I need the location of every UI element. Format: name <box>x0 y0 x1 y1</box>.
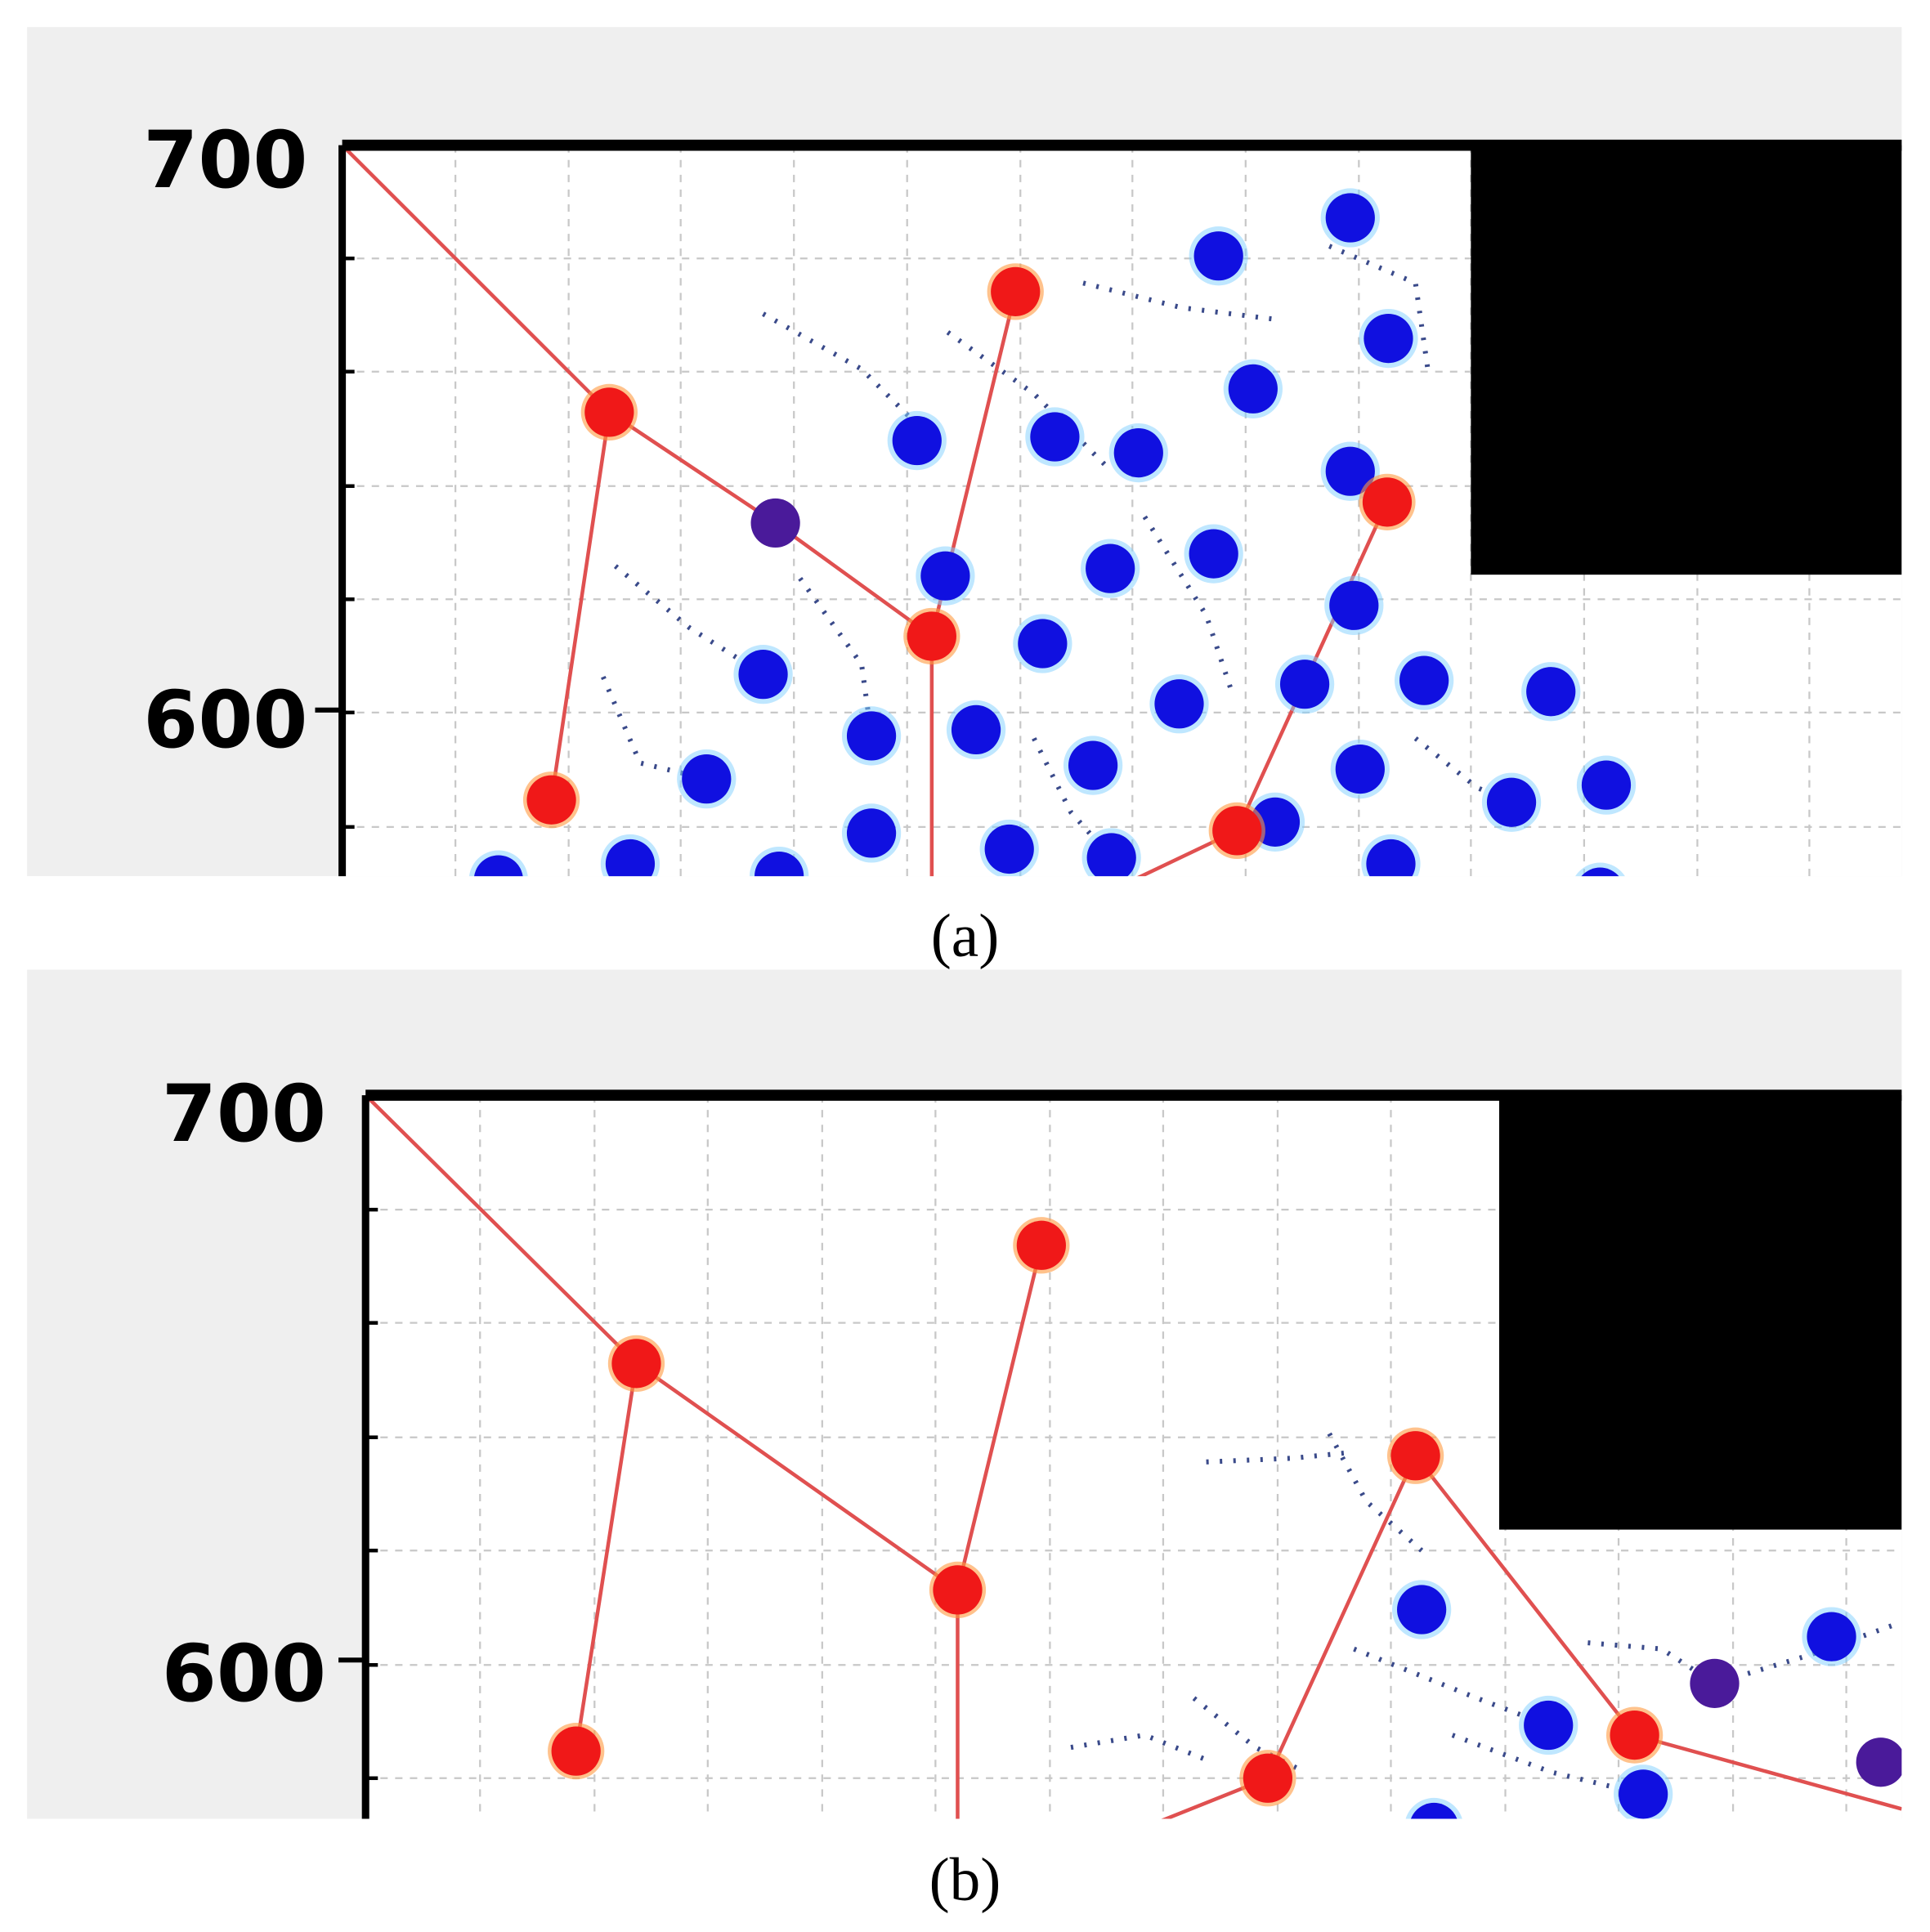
panel-caption: (a) <box>931 902 1000 970</box>
red-node <box>1610 1710 1659 1760</box>
red-node <box>584 387 634 437</box>
blue-node <box>755 851 804 877</box>
blue-node <box>846 711 897 761</box>
blue-node <box>1154 679 1204 729</box>
blue-node <box>1366 839 1416 877</box>
blue-node <box>846 808 897 858</box>
purple-node <box>750 498 800 548</box>
blue-node <box>1581 867 1619 877</box>
y-tick-label: 700 <box>162 1068 326 1160</box>
red-node <box>551 1726 601 1776</box>
red-node <box>991 266 1041 316</box>
purple-node <box>1856 1737 1902 1787</box>
blue-node <box>1581 760 1632 810</box>
blue-node <box>1325 446 1375 496</box>
red-node <box>1212 806 1262 856</box>
obstacle <box>1471 145 1902 575</box>
y-tick-label: 700 <box>143 114 307 206</box>
trajectory <box>613 564 765 677</box>
blue-node <box>1279 660 1330 709</box>
blue-node <box>1329 580 1379 630</box>
link-line <box>364 1093 1044 1594</box>
red-node <box>907 611 956 661</box>
blue-node <box>1807 1612 1856 1661</box>
obstacle <box>1498 1095 1902 1530</box>
blue-node <box>1397 1585 1447 1635</box>
red-node <box>1016 1220 1066 1270</box>
blue-node <box>1189 529 1238 579</box>
blue-node <box>1526 667 1576 717</box>
red-node <box>933 1565 983 1615</box>
red-node <box>526 775 576 825</box>
blue-node <box>951 704 1001 755</box>
y-tick-label: 600 <box>162 1628 326 1720</box>
blue-node <box>920 551 970 601</box>
blue-node <box>1018 619 1068 669</box>
blue-node <box>1410 1802 1458 1819</box>
blue-node <box>1364 313 1413 364</box>
blue-node <box>1193 231 1243 281</box>
red-node <box>611 1339 661 1389</box>
plot <box>364 1093 1902 1819</box>
blue-node <box>1399 655 1449 705</box>
blue-node <box>1086 543 1135 593</box>
blue-node <box>1486 777 1537 827</box>
red-node <box>1243 1753 1293 1803</box>
blue-node <box>1335 744 1385 794</box>
plot <box>341 144 1902 877</box>
link-line <box>574 1363 638 1752</box>
blue-node <box>1228 364 1278 414</box>
panel-caption: (b) <box>929 1846 1001 1914</box>
blue-node <box>682 754 732 804</box>
y-tick-label: 600 <box>143 674 307 766</box>
blue-node <box>892 415 942 466</box>
blue-node <box>1113 427 1163 478</box>
blue-node <box>1619 1769 1668 1819</box>
link-line <box>549 412 611 801</box>
blue-node <box>1524 1700 1574 1751</box>
red-node <box>1362 477 1413 527</box>
blue-node <box>605 839 656 877</box>
blue-node <box>1325 193 1375 243</box>
blue-node <box>1068 740 1118 790</box>
red-node <box>1390 1431 1440 1481</box>
blue-node <box>1086 833 1136 877</box>
blue-node <box>984 824 1034 874</box>
blue-node <box>738 650 788 700</box>
blue-node <box>1030 412 1080 462</box>
purple-node <box>1690 1658 1740 1708</box>
trajectory <box>1206 1449 1355 1465</box>
blue-node <box>474 855 523 877</box>
